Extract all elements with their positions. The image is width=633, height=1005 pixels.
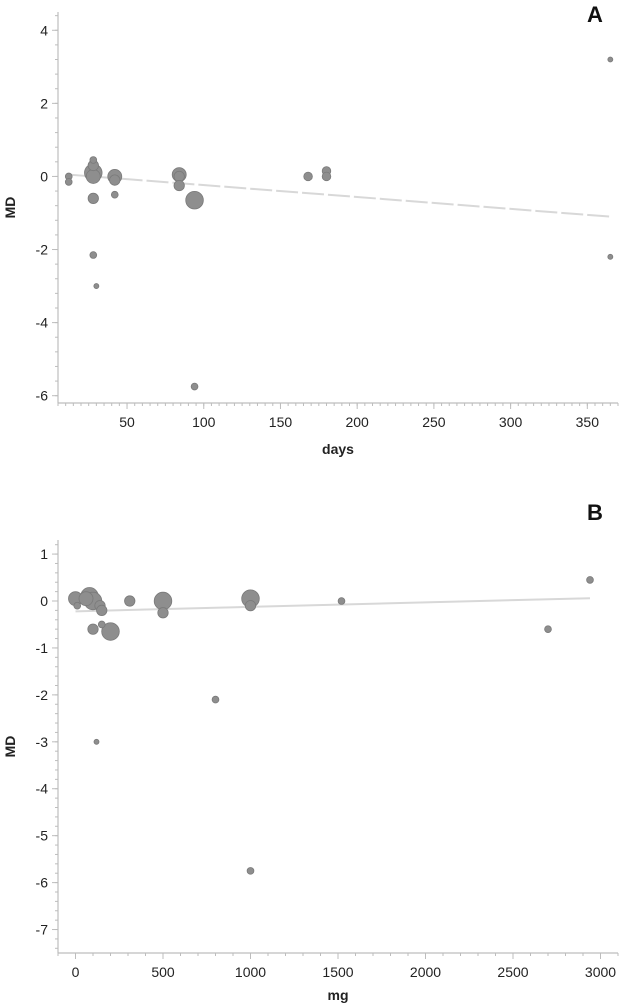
data-point — [607, 253, 614, 260]
y-tick-label: -5 — [36, 828, 49, 844]
y-tick-label: -3 — [36, 734, 49, 750]
x-tick-label: 100 — [192, 414, 216, 430]
data-point — [87, 192, 99, 204]
y-tick-label: 0 — [40, 593, 48, 609]
panel-letter: B — [587, 500, 603, 525]
x-tick-label: 2000 — [410, 964, 441, 980]
data-point — [544, 625, 552, 633]
data-point — [73, 601, 82, 610]
y-tick-label: -2 — [36, 687, 49, 703]
data-point — [157, 607, 169, 619]
x-tick-label: 3000 — [585, 964, 616, 980]
data-point — [244, 600, 257, 612]
data-point — [586, 576, 594, 584]
data-point — [64, 178, 73, 186]
data-point — [303, 171, 313, 182]
data-point — [78, 591, 94, 607]
y-tick-label: 4 — [40, 22, 48, 38]
y-tick-label: 2 — [40, 95, 48, 111]
data-point — [85, 169, 101, 184]
data-point — [87, 623, 99, 635]
y-axis-title: MD — [2, 197, 18, 219]
data-point — [89, 251, 98, 259]
panel-letter: A — [587, 2, 603, 27]
y-tick-label: -7 — [36, 922, 49, 938]
data-point — [109, 174, 121, 186]
data-point — [211, 695, 220, 704]
y-tick-label: 0 — [40, 168, 48, 184]
y-tick-label: -6 — [36, 875, 49, 891]
data-point — [246, 867, 255, 875]
y-tick-label: 1 — [40, 546, 48, 562]
x-tick-label: 200 — [345, 414, 369, 430]
data-point — [607, 56, 614, 63]
regression-line — [68, 173, 611, 218]
data-point — [124, 595, 136, 607]
y-tick-label: -4 — [36, 781, 49, 797]
data-point — [185, 190, 204, 210]
data-point — [96, 604, 108, 616]
y-tick-label: -2 — [36, 242, 49, 258]
x-tick-label: 500 — [151, 964, 175, 980]
x-axis-title: days — [322, 441, 354, 457]
x-tick-label: 50 — [119, 414, 135, 430]
data-point — [321, 171, 332, 182]
x-tick-label: 1500 — [322, 964, 353, 980]
panel-b: -7 -6 -5 -4 -3 -2 -1 0 1 0 500 1000 1500 2000 2500 3000… — [2, 500, 619, 1003]
x-tick-label: 250 — [422, 414, 446, 430]
y-axis-title: MD — [2, 736, 18, 758]
regression-line — [75, 597, 591, 613]
x-tick-label: 2500 — [497, 964, 528, 980]
data-point — [173, 179, 185, 192]
data-point — [93, 283, 100, 289]
data-point — [89, 156, 98, 164]
data-point — [101, 622, 120, 641]
data-point — [337, 597, 346, 605]
x-tick-label: 0 — [72, 964, 80, 980]
panel-a: -6 -4 -2 0 2 4 50 100 150 200 250 300 350 days MD A — [2, 2, 619, 457]
data-point — [93, 738, 100, 745]
x-tick-label: 350 — [576, 414, 600, 430]
x-tick-label: 1000 — [235, 964, 266, 980]
y-tick-label: -4 — [36, 315, 49, 331]
x-tick-label: 150 — [269, 414, 293, 430]
data-point — [97, 620, 106, 629]
x-axis-title: mg — [328, 987, 349, 1003]
data-point — [190, 382, 199, 391]
y-tick-label: -6 — [36, 388, 49, 404]
data-point — [110, 190, 119, 199]
x-tick-label: 300 — [499, 414, 523, 430]
y-tick-label: -1 — [36, 640, 49, 656]
